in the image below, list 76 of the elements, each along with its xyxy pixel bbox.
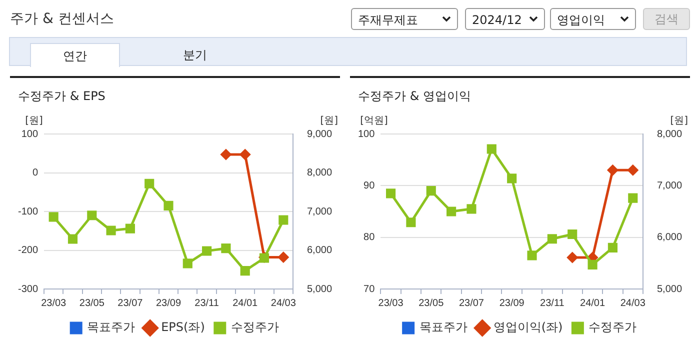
chart-title: 수정주가 & EPS (18, 88, 106, 105)
point (144, 178, 154, 188)
point (527, 250, 537, 260)
point (68, 234, 78, 244)
legend-label: 수정주가 (230, 320, 279, 334)
text: 영업이익 (557, 13, 605, 27)
text: 검색 (643, 8, 690, 30)
point (568, 229, 578, 240)
y2-tick-label: 7,000 (656, 180, 682, 192)
x-tick-label: 23/05 (418, 298, 444, 309)
point (202, 246, 212, 256)
point (446, 206, 456, 216)
y2-axis-title: [원] (320, 116, 338, 127)
y2-tick-label: 6,000 (306, 245, 332, 256)
point (48, 212, 58, 222)
x-tick-label: 24/01 (232, 298, 258, 309)
point (221, 244, 231, 254)
point (507, 174, 517, 184)
x-tick-label: 23/11 (540, 298, 565, 309)
y-tick-label: -300 (18, 284, 38, 295)
x-tick-label: 23/07 (458, 298, 484, 309)
y-tick-label: 0 (32, 168, 38, 178)
x-tick-label: 23/05 (79, 298, 105, 309)
x-tick-label: 24/01 (580, 298, 606, 309)
y-tick-label: -100 (18, 206, 38, 218)
x-tick-label: 23/11 (194, 298, 220, 309)
text: 연간 (30, 43, 120, 67)
text: 주재무제표 (358, 13, 418, 27)
point (164, 200, 174, 210)
point (87, 210, 97, 220)
y-tick-label: 90 (364, 180, 376, 192)
y2-tick-label: 6,000 (656, 232, 682, 244)
point (182, 258, 192, 268)
point (608, 242, 618, 252)
x-tick-label: 24/03 (620, 298, 646, 309)
point (588, 260, 598, 270)
x-tick-label: 23/03 (41, 298, 67, 309)
legend-label: 목표주가 (87, 320, 136, 334)
legend-label: EPS(좌) (161, 320, 205, 334)
point (628, 193, 638, 203)
text: 주가 & 컨센서스 (10, 10, 114, 28)
text: 분기 (182, 47, 208, 64)
point (125, 224, 135, 234)
point (426, 186, 436, 196)
text: 2024/12 (472, 13, 522, 27)
y-axis-title: [원] (25, 116, 43, 127)
y2-axis-title: [원] (670, 116, 688, 127)
x-tick-label: 23/09 (499, 298, 525, 309)
x-tick-label: 23/09 (156, 298, 182, 309)
chart-title: 수정주가 & 영업이익 (358, 88, 471, 105)
y2-tick-label: 7,000 (306, 206, 332, 218)
y2-tick-label: 5,000 (656, 284, 682, 295)
y-tick-label: 70 (364, 284, 376, 295)
point (547, 234, 557, 244)
point (466, 204, 476, 214)
legend-label: 목표주가 (419, 320, 468, 334)
y2-tick-label: 8,000 (306, 168, 332, 178)
y-tick-label: -200 (18, 245, 38, 256)
y-tick-label: 100 (358, 128, 376, 140)
legend-label: 영업이익(좌) (493, 320, 563, 334)
point (240, 266, 250, 276)
y-tick-label: 80 (364, 232, 376, 244)
x-tick-label: 23/03 (378, 298, 404, 309)
point (278, 215, 288, 225)
y2-tick-label: 9,000 (306, 128, 332, 140)
x-tick-label: 23/07 (118, 298, 144, 309)
legend-label: 수정주가 (588, 320, 637, 334)
point (386, 188, 396, 198)
x-tick-label: 24/03 (270, 298, 296, 309)
point (486, 144, 496, 154)
y2-tick-label: 8,000 (656, 128, 682, 140)
point (406, 218, 416, 228)
y2-tick-label: 5,000 (306, 284, 332, 295)
y-axis-title: [억원] (360, 116, 388, 127)
point (106, 226, 116, 236)
y-tick-label: 100 (21, 128, 38, 140)
